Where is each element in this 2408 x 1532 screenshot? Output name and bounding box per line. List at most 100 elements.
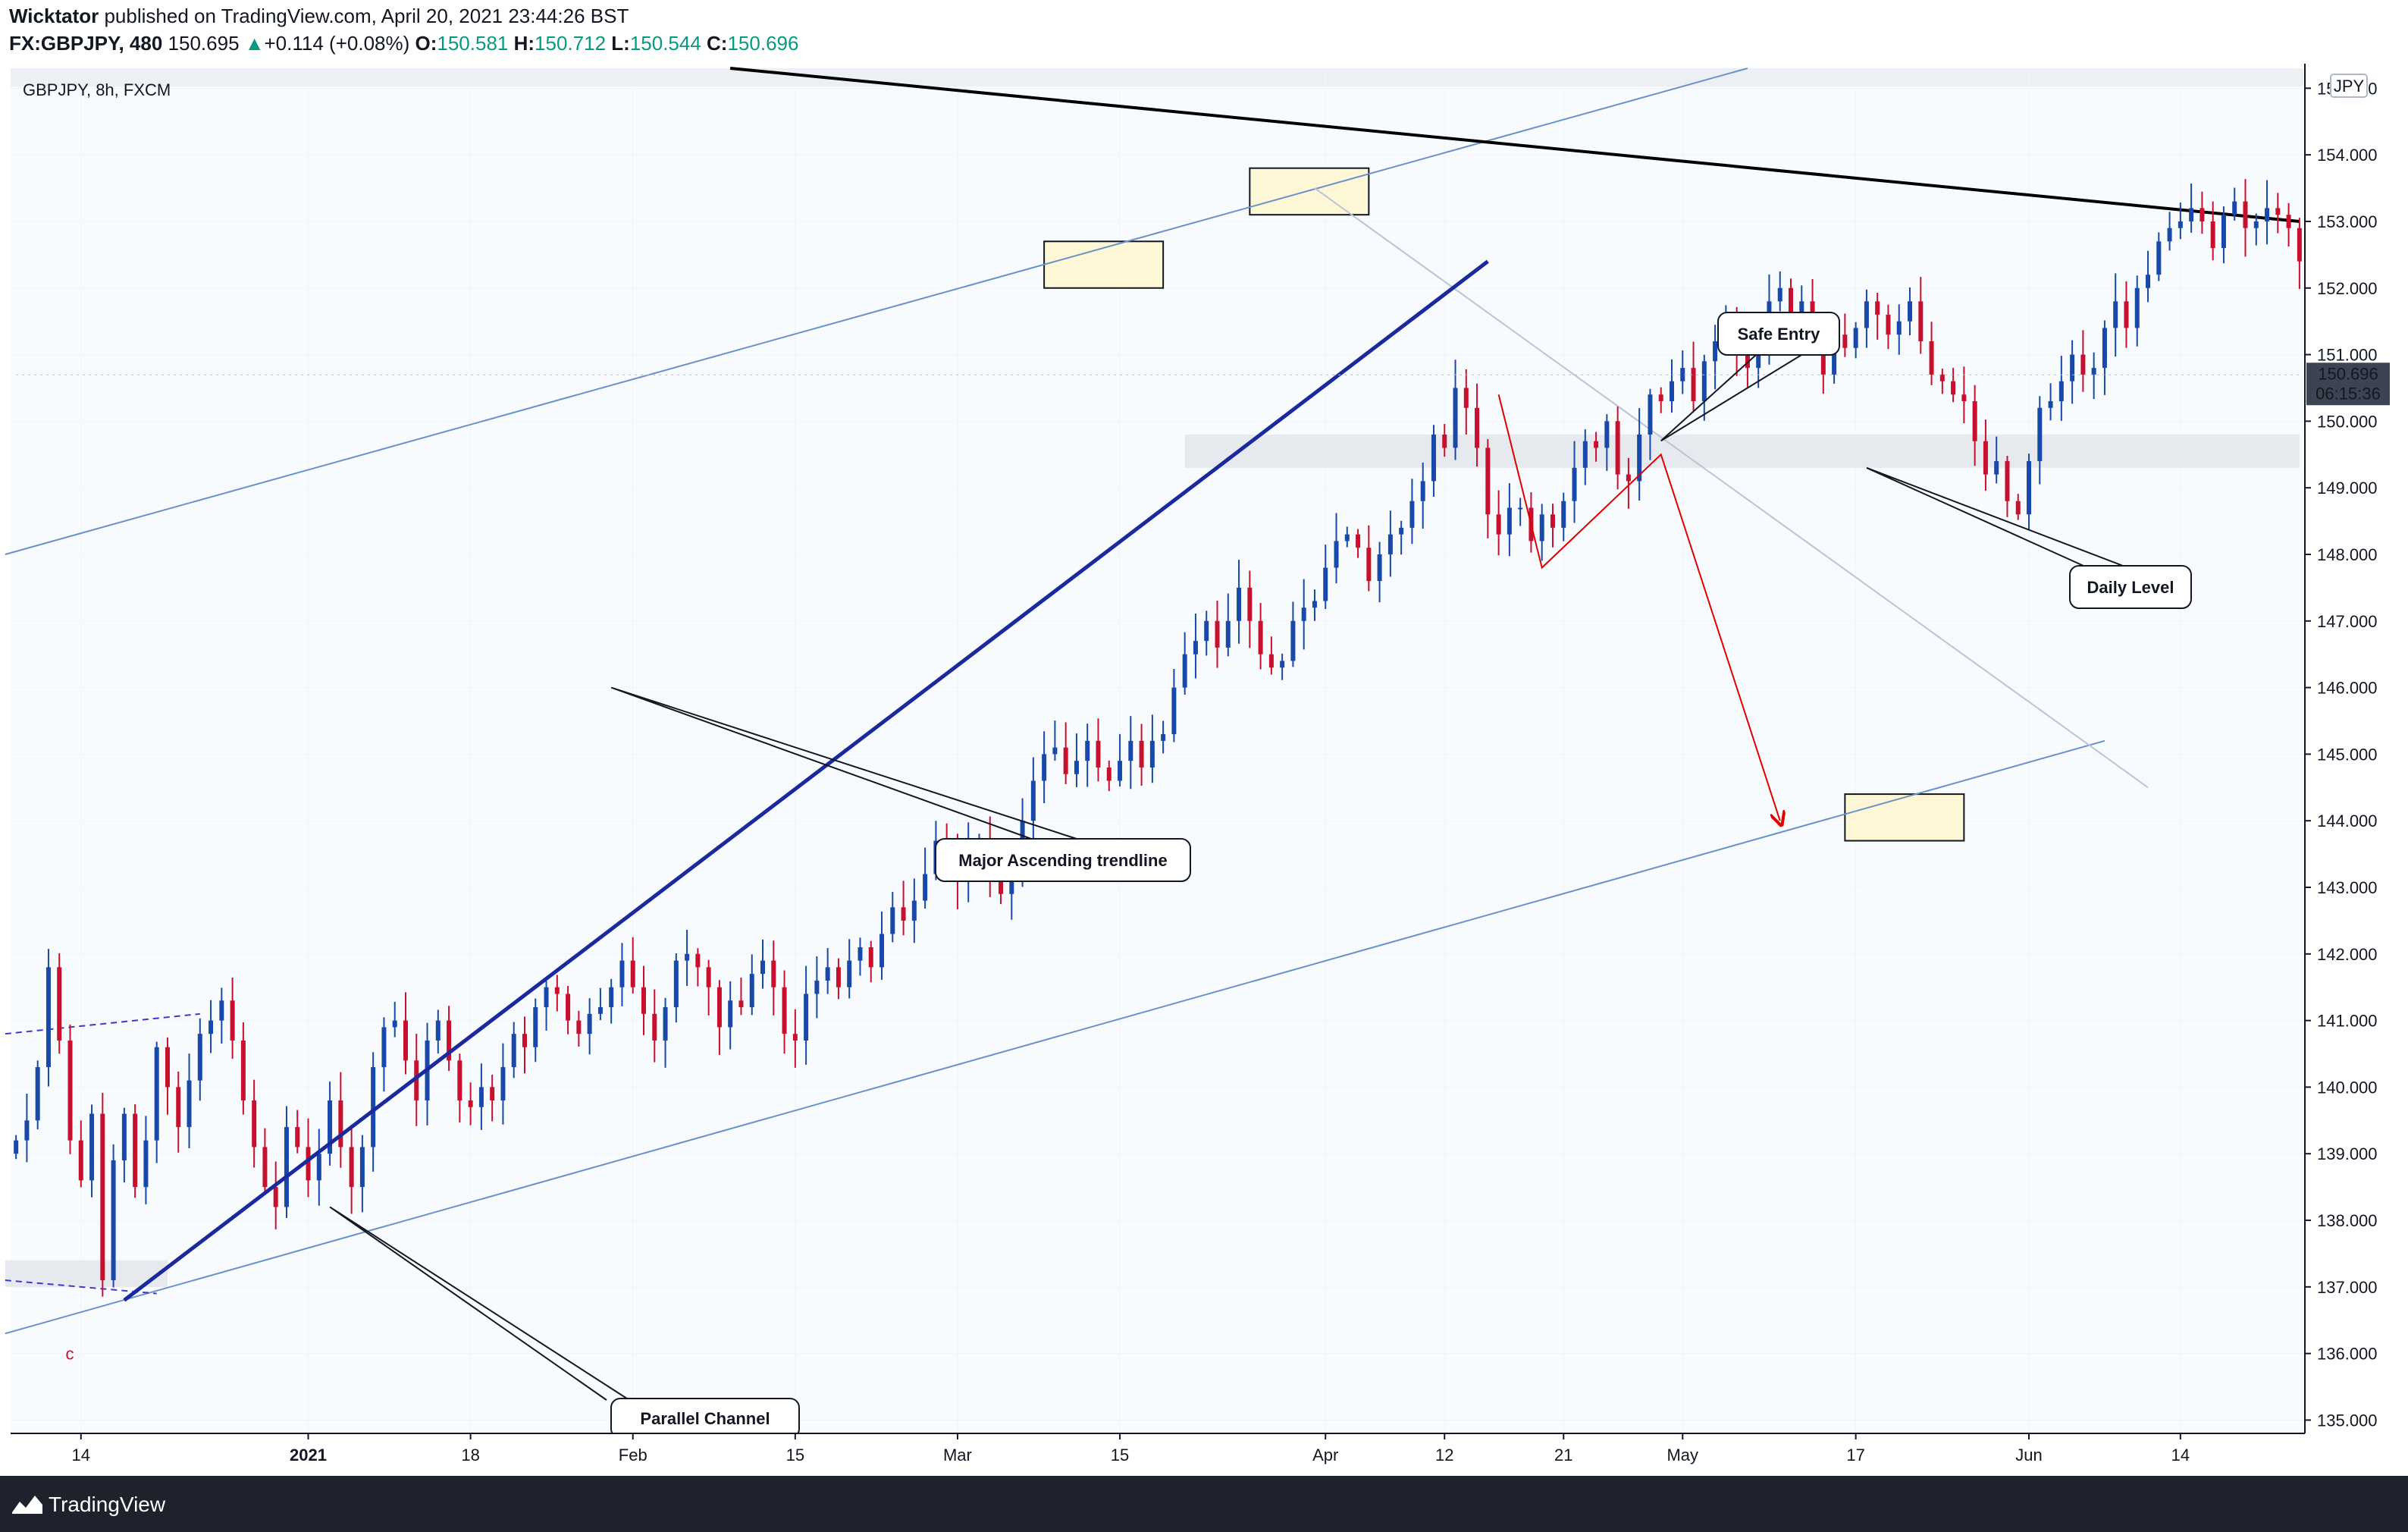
candle-body[interactable] bbox=[2037, 407, 2043, 462]
candle-body[interactable] bbox=[1572, 467, 1577, 501]
candle-body[interactable] bbox=[1290, 620, 1296, 661]
candle-body[interactable] bbox=[814, 980, 820, 994]
candle-body[interactable] bbox=[533, 1007, 538, 1047]
callout-parallel-channel[interactable]: Parallel Channel bbox=[329, 1206, 800, 1439]
candle-body[interactable] bbox=[1225, 620, 1231, 648]
candle-body[interactable] bbox=[1356, 534, 1361, 548]
candle-body[interactable] bbox=[2286, 215, 2291, 228]
candle-body[interactable] bbox=[143, 1140, 149, 1188]
candle-body[interactable] bbox=[187, 1080, 192, 1128]
candle-body[interactable] bbox=[716, 987, 722, 1028]
candle-body[interactable] bbox=[1886, 314, 1891, 335]
candle-body[interactable] bbox=[478, 1087, 484, 1107]
candle-body[interactable] bbox=[1777, 287, 1782, 302]
price-scale[interactable] bbox=[2305, 64, 2408, 1433]
candle-body[interactable] bbox=[1042, 754, 1047, 781]
candle-body[interactable] bbox=[1409, 501, 1415, 528]
candle-body[interactable] bbox=[2243, 201, 2248, 228]
candle-body[interactable] bbox=[1908, 301, 1913, 322]
candle-body[interactable] bbox=[2146, 275, 2151, 288]
candle-body[interactable] bbox=[1128, 740, 1133, 761]
candle-body[interactable] bbox=[2134, 287, 2140, 328]
candle-body[interactable] bbox=[2070, 354, 2075, 381]
candle-body[interactable] bbox=[1518, 507, 1523, 510]
candle-body[interactable] bbox=[1594, 441, 1599, 448]
candle-body[interactable] bbox=[836, 967, 841, 987]
candle-body[interactable] bbox=[262, 1147, 268, 1188]
candle-body[interactable] bbox=[804, 994, 809, 1041]
candle-body[interactable] bbox=[1215, 620, 1220, 648]
candle-body[interactable] bbox=[1171, 687, 1177, 735]
candle-body[interactable] bbox=[1561, 501, 1566, 528]
major-ascending-trendline[interactable] bbox=[123, 259, 1489, 1302]
candle-body[interactable] bbox=[728, 1000, 733, 1028]
candle-body[interactable] bbox=[500, 1067, 506, 1100]
candle-body[interactable] bbox=[587, 1013, 592, 1034]
candle-body[interactable] bbox=[1096, 740, 1101, 768]
candle-body[interactable] bbox=[338, 1100, 343, 1147]
candle-body[interactable] bbox=[1442, 434, 1447, 448]
candle-body[interactable] bbox=[1713, 341, 1718, 362]
candle-body[interactable] bbox=[1431, 434, 1436, 482]
candle-body[interactable] bbox=[522, 1034, 527, 1047]
candle-body[interactable] bbox=[89, 1113, 95, 1181]
candle-body[interactable] bbox=[468, 1100, 473, 1107]
candle-body[interactable] bbox=[1550, 514, 1555, 528]
footer-brand[interactable]: TradingView bbox=[49, 1493, 166, 1516]
candle-body[interactable] bbox=[1387, 534, 1393, 554]
candle-body[interactable] bbox=[1161, 734, 1166, 741]
candle-body[interactable] bbox=[1399, 527, 1404, 535]
candle-body[interactable] bbox=[760, 960, 766, 975]
candle-body[interactable] bbox=[1994, 461, 1999, 475]
candle-body[interactable] bbox=[554, 987, 560, 994]
candle-body[interactable] bbox=[1680, 368, 1685, 381]
candle-body[interactable] bbox=[284, 1127, 289, 1207]
candle-body[interactable] bbox=[414, 1060, 419, 1100]
author-name[interactable]: Wicktator bbox=[9, 5, 99, 27]
candle-body[interactable] bbox=[2199, 208, 2205, 221]
candle-body[interactable] bbox=[1691, 368, 1696, 402]
candle-body[interactable] bbox=[2189, 208, 2194, 221]
candle-body[interactable] bbox=[176, 1087, 181, 1128]
candle-body[interactable] bbox=[2156, 241, 2162, 275]
candle-body[interactable] bbox=[1582, 441, 1588, 468]
candle-body[interactable] bbox=[1929, 341, 1934, 375]
candle-body[interactable] bbox=[133, 1113, 138, 1188]
candle-body[interactable] bbox=[2027, 461, 2032, 515]
candle-body[interactable] bbox=[1853, 328, 1858, 348]
candle-body[interactable] bbox=[1377, 554, 1382, 582]
candle-body[interactable] bbox=[663, 1007, 668, 1041]
candle-body[interactable] bbox=[1745, 354, 1750, 369]
candle-body[interactable] bbox=[1139, 740, 1144, 768]
candle-body[interactable] bbox=[209, 1020, 214, 1034]
candle-body[interactable] bbox=[2265, 208, 2270, 221]
candle-body[interactable] bbox=[792, 1034, 798, 1041]
candle-body[interactable] bbox=[1312, 601, 1317, 608]
candle-body[interactable] bbox=[2275, 208, 2281, 215]
candle-body[interactable] bbox=[1875, 301, 1880, 315]
candle-body[interactable] bbox=[706, 967, 711, 987]
candle-body[interactable] bbox=[273, 1187, 278, 1207]
candle-body[interactable] bbox=[1507, 507, 1512, 535]
candle-body[interactable] bbox=[999, 874, 1004, 894]
candle-body[interactable] bbox=[2058, 381, 2064, 402]
candle-body[interactable] bbox=[1972, 401, 1977, 441]
candle-body[interactable] bbox=[1615, 421, 1620, 475]
candle-body[interactable] bbox=[2178, 221, 2183, 228]
candle-body[interactable] bbox=[381, 1027, 387, 1068]
candle-body[interactable] bbox=[328, 1100, 333, 1154]
currency-badge[interactable] bbox=[2330, 74, 2368, 98]
candle-body[interactable] bbox=[576, 1020, 582, 1034]
candle-body[interactable] bbox=[630, 960, 635, 987]
candle-body[interactable] bbox=[306, 1147, 311, 1181]
candle-body[interactable] bbox=[2232, 201, 2237, 215]
candle-body[interactable] bbox=[1475, 407, 1480, 448]
candle-body[interactable] bbox=[1074, 761, 1079, 774]
candle-body[interactable] bbox=[1344, 534, 1350, 542]
candle-body[interactable] bbox=[1961, 394, 1967, 402]
candle-body[interactable] bbox=[619, 960, 625, 987]
candle-body[interactable] bbox=[1896, 321, 1902, 335]
candle-body[interactable] bbox=[901, 907, 906, 921]
candle-body[interactable] bbox=[685, 953, 690, 961]
candle-body[interactable] bbox=[490, 1087, 495, 1100]
